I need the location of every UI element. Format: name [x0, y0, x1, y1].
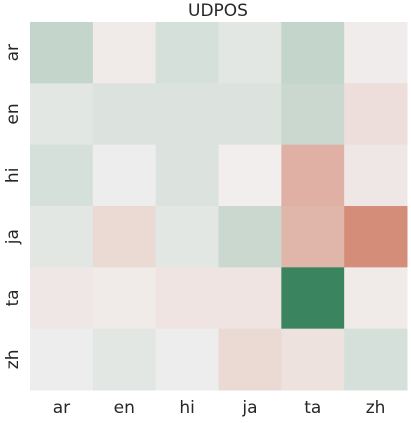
- heatmap-cell: [218, 206, 282, 268]
- heatmap-cell: [30, 144, 94, 207]
- heatmap-cell: [155, 144, 219, 207]
- heatmap-cell: [30, 206, 94, 268]
- heatmap-cell: [344, 83, 408, 146]
- heatmap-cell: [92, 22, 157, 84]
- x-tick-label: ja: [241, 398, 257, 418]
- x-tick-label: ar: [53, 398, 70, 418]
- y-tick-label: zh: [3, 349, 23, 369]
- x-tick-label: hi: [179, 398, 195, 418]
- heatmap-cell: [218, 144, 282, 207]
- heatmap-cell: [281, 83, 345, 146]
- heatmap-cell: [155, 22, 219, 84]
- heatmap-cell: [92, 206, 157, 268]
- chart-title: UDPOS: [188, 1, 248, 21]
- heatmap-cell: [155, 267, 219, 330]
- heatmap-cell: [155, 206, 219, 268]
- heatmap-cell: [218, 22, 282, 84]
- heatmap-cell: [344, 144, 408, 207]
- heatmap-cell: [92, 267, 157, 330]
- y-tick-label: ta: [3, 289, 23, 306]
- heatmap-cell: [92, 144, 157, 207]
- heatmap-cell: [344, 267, 408, 330]
- heatmap-cell: [281, 206, 345, 268]
- heatmap-cell: [344, 206, 408, 268]
- heatmap-cell: [155, 83, 219, 146]
- heatmap-cell: [281, 22, 345, 84]
- y-tick-label: ja: [3, 229, 23, 245]
- heatmap-cell: [30, 267, 94, 330]
- heatmap-cell: [281, 144, 345, 207]
- y-tick-label: hi: [3, 168, 23, 184]
- heatmap-cell: [30, 83, 94, 146]
- heatmap-cell: [344, 22, 408, 84]
- x-tick-label: zh: [366, 398, 386, 418]
- heatmap-cell: [344, 328, 408, 391]
- heatmap-cell: [30, 22, 94, 84]
- heatmap-cell: [218, 83, 282, 146]
- heatmap-cell: [92, 328, 157, 391]
- x-tick-label: en: [114, 398, 135, 418]
- heatmap-cell: [218, 328, 282, 391]
- heatmap-cell: [218, 267, 282, 330]
- y-tick-label: en: [3, 103, 23, 124]
- heatmap-cell: [30, 328, 94, 391]
- heatmap-cell: [281, 267, 345, 330]
- y-tick-label: ar: [3, 44, 23, 61]
- heatmap-cell: [155, 328, 219, 391]
- heatmap-cell: [92, 83, 157, 146]
- x-tick-label: ta: [304, 398, 321, 418]
- heatmap-cell: [281, 328, 345, 391]
